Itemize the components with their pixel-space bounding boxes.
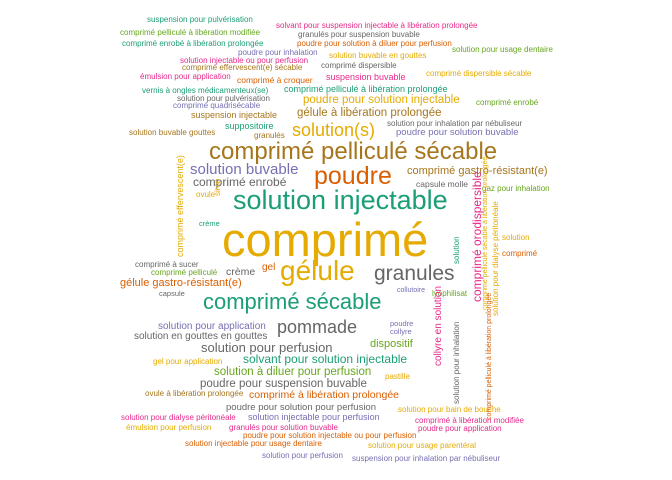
cloud-word: comprimé dispersible	[321, 61, 397, 70]
cloud-word: granulés	[254, 131, 285, 140]
cloud-word: comprimé à croquer	[237, 75, 313, 85]
cloud-word: solution pour bain de bouche	[398, 405, 501, 414]
cloud-word: solution pour inhalation par nébuliseur	[387, 119, 523, 128]
cloud-word-vertical: comprimé pelliculé sécable à libération …	[482, 156, 489, 310]
cloud-word: solution injectable pour usage dentaire	[185, 439, 322, 448]
cloud-word: poudre pour solution buvable	[396, 127, 519, 138]
cloud-word: solution buvable en gouttes	[329, 51, 427, 60]
cloud-word-vertical: solution pour dialyse péritonéale	[491, 201, 500, 316]
cloud-word: poudre pour solution injectable	[303, 94, 460, 106]
cloud-word: comprimé dispersible sécable	[426, 69, 532, 78]
cloud-word: granulés pour suspension buvable	[298, 30, 420, 39]
cloud-word: comprimé	[222, 213, 429, 266]
cloud-word: poudre	[390, 319, 414, 328]
cloud-word: pommade	[277, 317, 358, 337]
cloud-word: granules	[374, 262, 455, 285]
cloud-word: solution pour perfusion	[201, 340, 333, 355]
cloud-word: comprimé quadrisécable	[173, 101, 261, 110]
cloud-word: suspension pour inhalation par nébuliseu…	[352, 454, 501, 463]
cloud-word: comprimé pelliculé à libération modifiée	[120, 28, 261, 37]
cloud-word: solution en gouttes en gouttes	[134, 331, 268, 342]
cloud-word: suppositoire	[225, 121, 274, 131]
cloud-word: comprimé à libération prolongée	[249, 389, 399, 401]
cloud-word: solution injectable	[233, 185, 448, 215]
cloud-word: solution pour application	[158, 321, 266, 332]
cloud-word: pastille	[385, 372, 410, 381]
cloud-word: collutoire	[397, 287, 426, 294]
cloud-word: poudre pour solution injectable ou pour …	[243, 431, 417, 440]
cloud-word: comprimé pelliculé	[151, 268, 218, 277]
cloud-word: solution	[502, 233, 530, 242]
cloud-word: poudre pour solution pour perfusion	[226, 402, 376, 413]
cloud-word: vernis à ongles médicamenteux(se)	[142, 86, 269, 95]
cloud-word: solution pour perfusion	[262, 451, 343, 460]
cloud-word: gélule gastro-résistant(e)	[120, 277, 242, 289]
cloud-word: crème	[226, 266, 256, 278]
cloud-word: ovule à libération prolongée	[145, 389, 244, 398]
cloud-word: émulsion pour perfusion	[126, 423, 212, 432]
cloud-word: gel pour application	[153, 357, 223, 366]
cloud-word: ovule	[196, 190, 216, 199]
cloud-word: solution injectable ou pour perfusion	[180, 56, 309, 65]
cloud-word: solvant pour suspension injectable à lib…	[276, 21, 478, 30]
cloud-word: comprimé à libération modifiée	[415, 416, 524, 425]
cloud-word-vertical: sirop	[213, 178, 222, 196]
cloud-word: comprimé pelliculé à libération prolongé…	[284, 84, 448, 94]
cloud-word: solution(s)	[292, 120, 376, 140]
cloud-word: solution pour usage dentaire	[452, 45, 553, 54]
cloud-word: poudre	[314, 162, 392, 190]
cloud-word: solution pour usage parentéral	[368, 441, 477, 450]
cloud-word-vertical: solution pour inhalation	[452, 321, 461, 404]
cloud-word-vertical: solution	[452, 236, 461, 264]
cloud-word-vertical: comprimé pelliculé à libération prolongé…	[486, 292, 493, 420]
cloud-word: comprimé pelliculé sécable	[209, 138, 498, 165]
cloud-word: capsule	[159, 289, 185, 298]
cloud-word: comprimé effervescent(e) sécable	[182, 63, 303, 72]
cloud-word: comprimé	[502, 249, 538, 258]
cloud-word-vertical: comprimé effervescent(e)	[175, 155, 185, 257]
cloud-word: comprimé enrobé à libération prolongée	[122, 39, 264, 48]
cloud-word: comprimé enrobé	[193, 175, 287, 189]
cloud-word: suspension buvable	[326, 72, 406, 82]
cloud-word: comprimé enrobé	[476, 98, 539, 107]
cloud-word: solution à diluer pour perfusion	[214, 366, 372, 378]
cloud-word: comprimé à sucer	[135, 260, 199, 269]
cloud-word: collyre	[390, 327, 412, 336]
cloud-word: poudre pour solution à diluer pour perfu…	[297, 39, 452, 48]
cloud-word: solvant pour solution injectable	[243, 352, 408, 366]
cloud-word: solution pour dialyse péritonéale	[121, 413, 236, 422]
cloud-word: comprimé gastro-résistant(e)	[407, 165, 548, 177]
cloud-word: gélule	[280, 255, 355, 286]
cloud-word: gaz pour inhalation	[482, 184, 550, 193]
cloud-word: lyophilisat	[432, 289, 468, 298]
cloud-word: solution pour pulvérisation	[177, 94, 270, 103]
cloud-word: solution injectable pour perfusion	[248, 412, 380, 422]
cloud-word: capsule molle	[416, 179, 468, 189]
cloud-word: gel	[262, 262, 276, 273]
cloud-word: gélule à libération prolongée	[297, 107, 442, 119]
cloud-word: granulés pour solution buvable	[229, 423, 338, 432]
cloud-word: émulsion pour application	[140, 72, 231, 81]
cloud-word: poudre pour application	[418, 424, 502, 433]
cloud-word: dispositif	[370, 338, 413, 350]
cloud-word: poudre pour inhalation	[238, 48, 318, 57]
cloud-word: crème	[199, 219, 220, 228]
cloud-word: comprimé sécable	[203, 289, 382, 314]
cloud-word-vertical: collyre en solution	[433, 285, 444, 366]
cloud-word: suspension injectable	[191, 110, 278, 120]
cloud-word: suspension pour pulvérisation	[147, 15, 253, 24]
cloud-word: solution buvable	[190, 161, 299, 178]
cloud-word: solution buvable gouttes	[129, 128, 216, 137]
cloud-word: poudre pour suspension buvable	[200, 378, 367, 390]
